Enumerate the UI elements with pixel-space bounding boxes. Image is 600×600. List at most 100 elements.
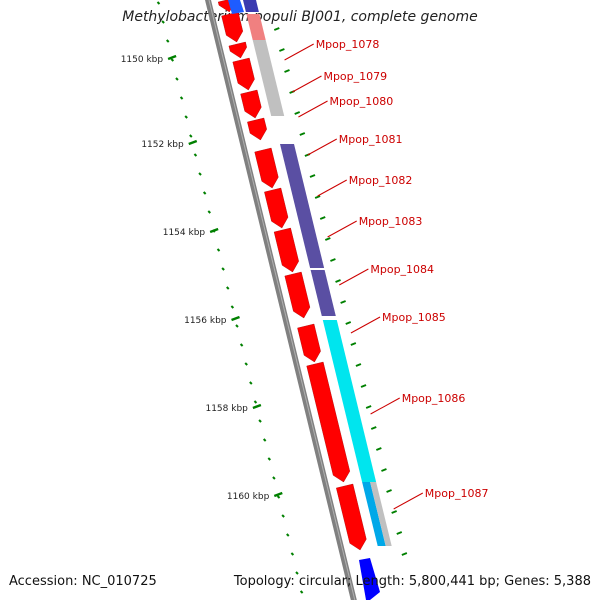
minor-tick bbox=[184, 115, 188, 119]
ruler-dash bbox=[401, 552, 408, 556]
ruler-dash bbox=[314, 195, 321, 199]
gene-leader-line bbox=[284, 43, 314, 61]
gene-arrow-7 bbox=[254, 147, 279, 189]
minor-tick bbox=[244, 362, 248, 366]
gene-label: Mpop_1080 bbox=[330, 95, 394, 108]
minor-tick bbox=[216, 248, 221, 252]
gene-arrow-10 bbox=[284, 271, 311, 319]
minor-tick bbox=[226, 286, 230, 290]
minor-tick bbox=[299, 590, 304, 594]
minor-tick bbox=[276, 495, 281, 499]
minor-tick bbox=[253, 400, 258, 404]
ruler-dash bbox=[324, 237, 331, 241]
gene-leader-line bbox=[339, 268, 369, 286]
minor-tick bbox=[198, 172, 202, 176]
gene-arrow-3 bbox=[228, 41, 247, 59]
minor-tick bbox=[179, 96, 184, 100]
minor-tick bbox=[207, 210, 211, 214]
gene-leader-line bbox=[393, 492, 424, 510]
gene-label: Mpop_1085 bbox=[382, 311, 446, 324]
feature-bar-pink bbox=[246, 14, 266, 40]
ruler-dash bbox=[381, 468, 387, 472]
ruler-dash bbox=[335, 279, 341, 283]
ruler-dash bbox=[360, 384, 367, 388]
accession-text: Accession: NC_010725 bbox=[9, 574, 157, 589]
minor-tick bbox=[156, 1, 161, 5]
gene-arrow-12 bbox=[306, 361, 351, 483]
minor-tick bbox=[295, 571, 299, 575]
ruler-dash bbox=[350, 342, 357, 346]
ruler-dash bbox=[355, 363, 362, 367]
gene-label: Mpop_1087 bbox=[425, 487, 489, 500]
minor-tick bbox=[286, 533, 290, 537]
gene-label: Mpop_1078 bbox=[316, 38, 380, 51]
gene-label: Mpop_1081 bbox=[339, 133, 403, 146]
minor-tick bbox=[161, 20, 165, 24]
major-tick bbox=[167, 54, 177, 61]
gene-arrow-6 bbox=[247, 117, 267, 141]
gene-leader-line bbox=[370, 397, 400, 415]
minor-tick bbox=[202, 191, 207, 195]
ruler-dash bbox=[279, 48, 285, 52]
major-tick bbox=[273, 491, 283, 498]
feature-bar-purple-a bbox=[280, 144, 325, 268]
minor-tick bbox=[239, 343, 244, 347]
ruler-dash bbox=[345, 321, 352, 325]
gene-label: Mpop_1082 bbox=[349, 174, 413, 187]
ruler-dash bbox=[375, 447, 382, 451]
minor-tick bbox=[193, 153, 198, 157]
ruler-dash bbox=[391, 510, 398, 514]
gene-leader-line bbox=[292, 75, 322, 93]
ruler-dash bbox=[294, 111, 301, 115]
scale-label: 1154 kbp bbox=[163, 228, 206, 238]
feature-bar-purple-b bbox=[310, 270, 336, 316]
minor-tick bbox=[230, 305, 235, 309]
ruler-dash bbox=[370, 426, 377, 430]
ruler-dash bbox=[284, 69, 290, 73]
minor-tick bbox=[262, 438, 267, 442]
major-tick bbox=[231, 315, 240, 322]
gene-leader-line bbox=[298, 100, 328, 118]
gene-leader-line bbox=[317, 179, 347, 197]
gene-arrow-13 bbox=[336, 483, 367, 551]
genome-backbone bbox=[205, 0, 357, 600]
gene-arrow-2 bbox=[221, 11, 244, 43]
gene-leader-line bbox=[327, 220, 357, 238]
gene-label: Mpop_1086 bbox=[402, 392, 466, 405]
scale-label: 1158 kbp bbox=[205, 404, 248, 414]
gene-arrow-11 bbox=[297, 323, 321, 363]
gene-arrow-4 bbox=[232, 57, 255, 91]
scale-label: 1156 kbp bbox=[184, 316, 227, 326]
ruler-dash bbox=[386, 489, 392, 493]
gene-arrow-8 bbox=[264, 187, 289, 229]
feature-bar-grey-c bbox=[370, 482, 392, 546]
minor-tick bbox=[281, 514, 285, 518]
minor-tick bbox=[235, 324, 239, 328]
gene-arrow-blue-bottom bbox=[359, 558, 380, 600]
gene-arrow-5 bbox=[240, 89, 262, 119]
gene-arrow-blue-top bbox=[228, 0, 244, 14]
ruler-dash bbox=[396, 531, 403, 535]
ruler-dash bbox=[365, 405, 372, 409]
major-tick bbox=[209, 227, 219, 234]
minor-tick bbox=[290, 552, 295, 556]
feature-bar-grey-a bbox=[252, 40, 278, 88]
genome-backbone-highlight bbox=[208, 0, 356, 600]
minor-tick bbox=[267, 457, 272, 461]
ruler-dash bbox=[330, 258, 336, 262]
minor-tick bbox=[189, 134, 193, 138]
gene-label: Mpop_1079 bbox=[323, 70, 387, 83]
gene-label: Mpop_1084 bbox=[370, 263, 434, 276]
scale-label: 1160 kbp bbox=[227, 492, 270, 502]
ruler-dash bbox=[340, 300, 347, 304]
gene-arrow-9 bbox=[273, 227, 299, 273]
minor-tick bbox=[221, 267, 225, 271]
feature-bar-grey-b bbox=[264, 88, 285, 116]
gene-leader-line bbox=[350, 316, 381, 334]
major-tick bbox=[188, 139, 198, 146]
ruler-dash bbox=[309, 174, 316, 178]
feature-bar-blue bbox=[362, 482, 386, 546]
gene-leader-line bbox=[307, 138, 338, 156]
